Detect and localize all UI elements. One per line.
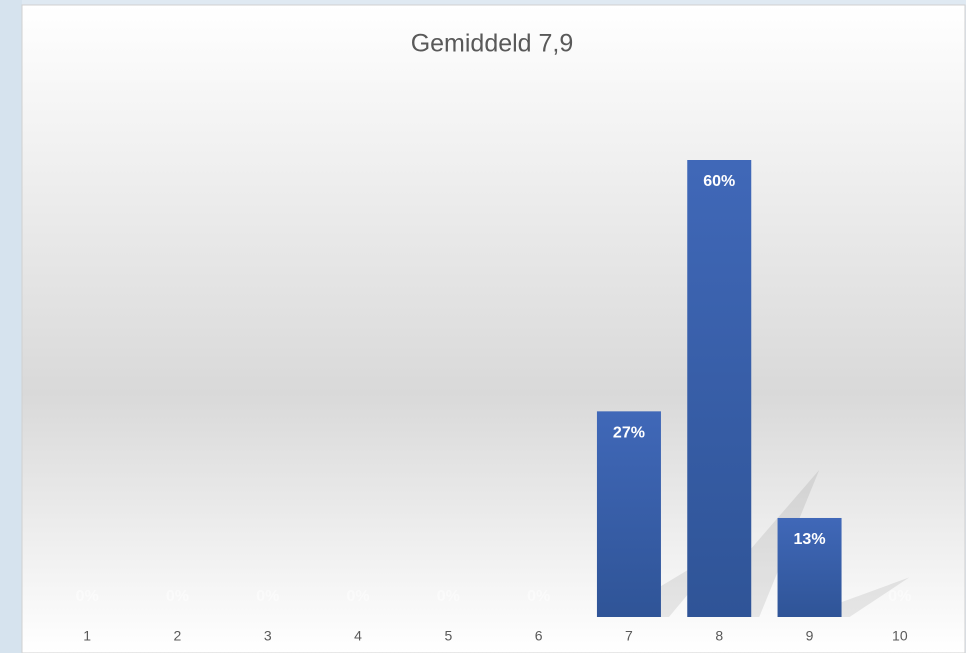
value-label: 13% <box>794 531 826 548</box>
x-tick-label: 3 <box>264 628 272 644</box>
value-label: 0% <box>527 588 550 605</box>
side-strip <box>0 0 22 653</box>
value-label: 0% <box>166 588 189 605</box>
value-label: 0% <box>76 588 99 605</box>
value-label: 0% <box>888 588 911 605</box>
chart-title: Gemiddeld 7,9 <box>411 30 574 58</box>
value-label: 0% <box>346 588 369 605</box>
x-tick-label: 6 <box>535 628 543 644</box>
x-tick-label: 7 <box>625 628 633 644</box>
bar <box>596 411 661 617</box>
x-tick-label: 9 <box>806 628 814 644</box>
x-tick-label: 5 <box>444 628 452 644</box>
value-label: 0% <box>256 588 279 605</box>
value-label: 0% <box>437 588 460 605</box>
x-tick-label: 2 <box>174 628 182 644</box>
value-label: 60% <box>703 173 735 190</box>
bar-shadow <box>841 577 910 617</box>
x-tick-label: 1 <box>83 628 91 644</box>
x-tick-label: 10 <box>892 628 908 644</box>
x-tick-label: 8 <box>715 628 723 644</box>
value-label: 27% <box>613 425 645 442</box>
x-tick-label: 4 <box>354 628 362 644</box>
bar <box>687 160 752 617</box>
bar <box>777 517 842 617</box>
